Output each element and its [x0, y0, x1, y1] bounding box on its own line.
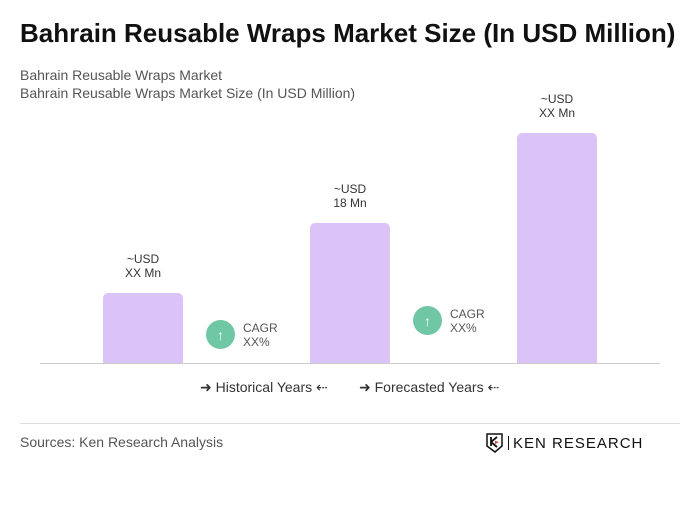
bar: [103, 293, 183, 363]
cagr-badge-2: ↑ CAGR XX%: [413, 306, 485, 335]
legend-label: Historical Years: [215, 379, 313, 395]
cagr-value: XX%: [450, 320, 477, 335]
bar: [517, 132, 597, 363]
logo-icon: [486, 433, 503, 453]
data-label-line: ~USD: [540, 91, 574, 106]
chart-title: Bahrain Reusable Wraps Market Size (In U…: [20, 18, 676, 48]
cagr-value: XX%: [243, 334, 270, 349]
logo-text: KEN RESEARCH: [513, 434, 644, 452]
data-label: ~USD XX Mn: [83, 252, 203, 280]
data-label-line: XX Mn: [538, 105, 575, 120]
data-label-line: ~USD: [333, 182, 367, 196]
cagr-label: CAGR: [243, 320, 278, 335]
ken-research-logo: KEN RESEARCH: [486, 433, 643, 453]
data-label-line: ~USD: [126, 252, 160, 266]
arrow-left-icon: ⇠: [312, 379, 328, 395]
arrow-right-icon: ➜: [200, 379, 216, 395]
bar: [310, 223, 390, 363]
data-label-line: XX Mn: [124, 266, 161, 280]
arrow-up-icon: ↑: [413, 306, 442, 335]
data-label: ~USD 18 Mn: [290, 182, 410, 210]
cagr-badge-1: ↑ CAGR XX%: [206, 320, 278, 349]
sources-text: Sources: Ken Research Analysis: [20, 434, 224, 450]
arrow-left-icon: ⇠: [483, 379, 500, 395]
footer-divider: [20, 423, 680, 424]
data-label: ~USD XX Mn: [497, 92, 617, 120]
arrow-up-icon: ↑: [206, 320, 235, 349]
arrow-right-icon: ➜: [359, 379, 375, 395]
data-label-line: 18 Mn: [333, 196, 367, 210]
legend-label: Forecasted Years: [374, 379, 484, 395]
legend-historical: ➜ Historical Years ⇠: [200, 379, 328, 396]
cagr-label: CAGR: [450, 306, 485, 321]
subtitle-2: Bahrain Reusable Wraps Market Size (In U…: [20, 85, 356, 101]
subtitle: Bahrain Reusable Wraps Market: [20, 67, 223, 83]
legend-forecasted: ➜ Forecasted Years ⇠: [359, 379, 499, 396]
x-axis: [40, 363, 660, 364]
